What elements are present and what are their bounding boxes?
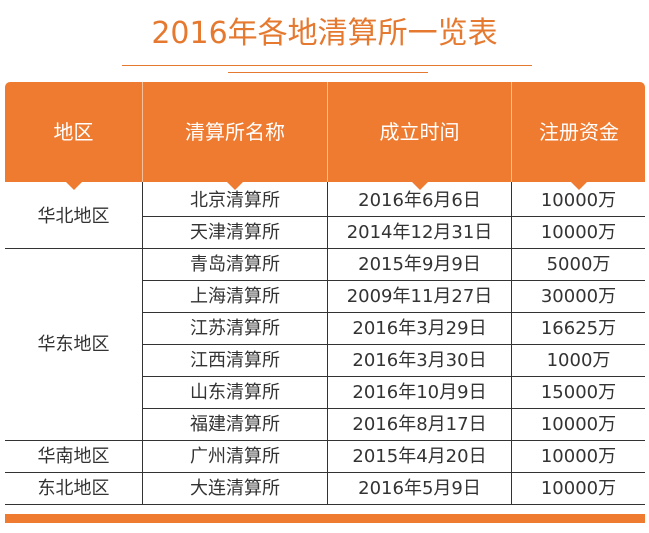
row-divider bbox=[5, 248, 645, 249]
name-cell: 江西清算所 bbox=[190, 350, 280, 371]
capital-cell: 16625万 bbox=[540, 318, 617, 339]
capital-cell: 10000万 bbox=[540, 414, 617, 435]
date-cell: 2016年3月29日 bbox=[352, 318, 487, 339]
row-divider bbox=[5, 472, 645, 473]
date-cell: 2016年8月17日 bbox=[352, 414, 487, 435]
header-label: 清算所名称 bbox=[185, 120, 285, 144]
capital-cell: 10000万 bbox=[540, 446, 617, 467]
region-cell: 华南地区 bbox=[37, 446, 110, 467]
name-cell: 福建清算所 bbox=[190, 414, 280, 435]
header-capital: 注册资金 bbox=[511, 82, 646, 190]
name-cell: 天津清算所 bbox=[190, 222, 280, 243]
row-divider bbox=[142, 216, 645, 217]
column-divider bbox=[142, 182, 143, 505]
page-title: 2016年各地清算所一览表 bbox=[151, 16, 498, 51]
triangle-icon bbox=[411, 182, 428, 190]
name-cell: 山东清算所 bbox=[190, 382, 280, 403]
header-name: 清算所名称 bbox=[142, 82, 327, 190]
header-label: 地区 bbox=[53, 120, 94, 144]
name-cell: 青岛清算所 bbox=[190, 254, 280, 275]
capital-cell: 10000万 bbox=[540, 190, 617, 211]
header-label: 注册资金 bbox=[539, 120, 619, 144]
triangle-icon bbox=[571, 182, 587, 190]
date-cell: 2015年9月9日 bbox=[358, 254, 481, 275]
triangle-icon bbox=[65, 182, 82, 190]
row-divider bbox=[142, 280, 645, 281]
row-divider bbox=[5, 440, 645, 441]
table-header: 地区 清算所名称 成立时间 注册资金 bbox=[5, 82, 646, 190]
row-divider bbox=[142, 376, 645, 377]
capital-cell: 10000万 bbox=[540, 478, 617, 499]
date-cell: 2014年12月31日 bbox=[346, 222, 493, 243]
capital-cell: 30000万 bbox=[540, 286, 617, 307]
name-cell: 北京清算所 bbox=[190, 190, 280, 211]
date-cell: 2015年4月20日 bbox=[352, 446, 487, 467]
region-cell: 华北地区 bbox=[37, 206, 110, 227]
name-cell: 江苏清算所 bbox=[190, 318, 280, 339]
footer-bar bbox=[5, 514, 645, 523]
name-cell: 大连清算所 bbox=[190, 478, 280, 499]
date-cell: 2009年11月27日 bbox=[346, 286, 493, 307]
row-divider bbox=[142, 408, 645, 409]
header-region: 地区 bbox=[5, 82, 142, 190]
region-cell: 东北地区 bbox=[37, 478, 110, 499]
date-cell: 2016年10月9日 bbox=[352, 382, 487, 403]
capital-cell: 5000万 bbox=[546, 254, 611, 275]
row-divider bbox=[5, 504, 645, 505]
date-cell: 2016年5月9日 bbox=[358, 478, 481, 499]
column-divider bbox=[511, 182, 512, 505]
region-cell: 华东地区 bbox=[37, 334, 110, 355]
capital-cell: 10000万 bbox=[540, 222, 617, 243]
header-label: 成立时间 bbox=[379, 120, 460, 144]
name-cell: 上海清算所 bbox=[190, 286, 280, 307]
title-underline bbox=[122, 65, 532, 66]
triangle-icon bbox=[227, 182, 243, 190]
row-divider bbox=[142, 344, 645, 345]
date-cell: 2016年6月6日 bbox=[358, 190, 481, 211]
capital-cell: 1000万 bbox=[546, 350, 611, 371]
name-cell: 广州清算所 bbox=[190, 446, 280, 467]
title-underline-short bbox=[228, 72, 428, 73]
row-divider bbox=[142, 312, 645, 313]
date-cell: 2016年3月30日 bbox=[352, 350, 487, 371]
capital-cell: 15000万 bbox=[540, 382, 617, 403]
column-divider bbox=[327, 182, 328, 505]
header-date: 成立时间 bbox=[327, 82, 511, 190]
